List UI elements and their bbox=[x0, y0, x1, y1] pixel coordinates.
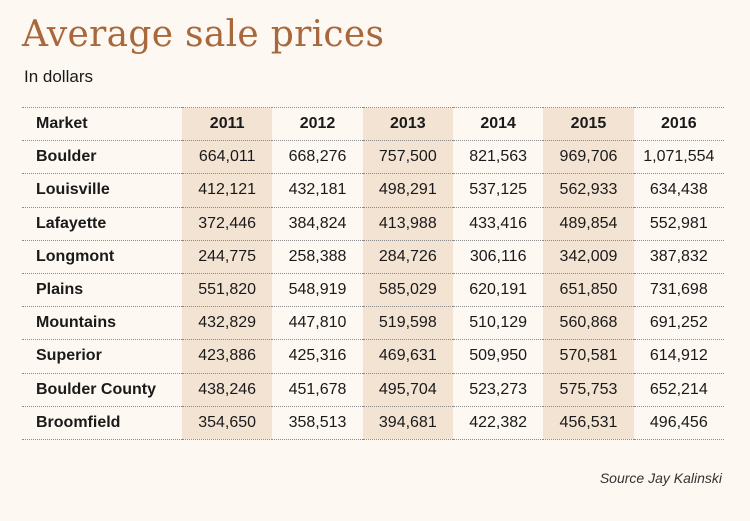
table-row: Plains 551,820 548,919 585,029 620,191 651,85… bbox=[22, 273, 724, 308]
column-header-2016: 2016 bbox=[633, 106, 724, 142]
price-cell: 412,121 bbox=[182, 173, 273, 208]
price-cell: 548,919 bbox=[272, 273, 363, 308]
price-cell: 354,650 bbox=[182, 406, 273, 440]
column-header-2011: 2011 bbox=[182, 106, 273, 142]
price-cell: 634,438 bbox=[633, 173, 724, 208]
market-name-cell: Lafayette bbox=[22, 207, 182, 241]
price-cell: 496,456 bbox=[633, 406, 724, 440]
price-cell: 651,850 bbox=[543, 273, 634, 308]
chart-title: Average sale prices bbox=[22, 14, 385, 55]
price-cell: 433,416 bbox=[452, 207, 544, 241]
market-name-cell: Mountains bbox=[22, 306, 182, 341]
market-name-cell: Boulder County bbox=[22, 373, 182, 407]
price-cell: 560,868 bbox=[543, 306, 634, 341]
table-body: Boulder 664,011 668,276 757,500 821,563 969,7… bbox=[22, 140, 724, 440]
price-cell: 821,563 bbox=[452, 140, 544, 175]
price-cell: 306,116 bbox=[452, 240, 544, 274]
price-cell: 620,191 bbox=[452, 273, 544, 308]
source-note: Source Jay Kalinski bbox=[599, 470, 722, 486]
price-cell: 284,726 bbox=[362, 240, 453, 274]
price-cell: 570,581 bbox=[543, 339, 634, 374]
market-name-cell: Broomfield bbox=[22, 406, 182, 440]
price-cell: 969,706 bbox=[543, 140, 634, 175]
table-row: Lafayette 372,446 384,824 413,988 433,416 489… bbox=[22, 207, 724, 241]
price-cell: 585,029 bbox=[362, 273, 453, 308]
market-name-cell: Superior bbox=[22, 339, 182, 374]
price-cell: 469,631 bbox=[362, 339, 453, 374]
column-header-2014: 2014 bbox=[452, 106, 544, 142]
table-row: Louisville 412,121 432,181 498,291 537,125 56… bbox=[22, 173, 724, 208]
price-cell: 664,011 bbox=[182, 140, 273, 175]
price-cell: 387,832 bbox=[633, 240, 724, 274]
price-cell: 510,129 bbox=[452, 306, 544, 341]
price-cell: 562,933 bbox=[543, 173, 634, 208]
price-cell: 537,125 bbox=[452, 173, 544, 208]
table-row: Superior 423,886 425,316 469,631 509,950 570,… bbox=[22, 339, 724, 374]
price-cell: 425,316 bbox=[272, 339, 363, 374]
price-cell: 413,988 bbox=[362, 207, 453, 241]
price-cell: 731,698 bbox=[633, 273, 724, 308]
table-row: Boulder County 438,246 451,678 495,704 523,2… bbox=[22, 373, 724, 407]
market-name-cell: Louisville bbox=[22, 173, 182, 208]
price-cell: 575,753 bbox=[543, 373, 634, 407]
price-cell: 456,531 bbox=[543, 406, 634, 440]
header-row: Market 2011 2012 2013 2014 2015 2016 bbox=[22, 106, 724, 142]
table-row: Mountains 432,829 447,810 519,598 510,129 560… bbox=[22, 306, 724, 341]
price-cell: 342,009 bbox=[543, 240, 634, 274]
price-cell: 498,291 bbox=[362, 173, 453, 208]
price-cell: 552,981 bbox=[633, 207, 724, 241]
price-cell: 614,912 bbox=[633, 339, 724, 374]
market-name-cell: Longmont bbox=[22, 240, 182, 274]
price-cell: 519,598 bbox=[362, 306, 453, 341]
price-cell: 495,704 bbox=[362, 373, 453, 407]
table-row: Boulder 664,011 668,276 757,500 821,563 969,7… bbox=[22, 140, 724, 175]
price-cell: 423,886 bbox=[182, 339, 273, 374]
market-name-cell: Plains bbox=[22, 273, 182, 308]
price-cell: 432,829 bbox=[182, 306, 273, 341]
price-cell: 447,810 bbox=[272, 306, 363, 341]
table-row: Longmont 244,775 258,388 284,726 306,116 342,… bbox=[22, 240, 724, 274]
price-cell: 422,382 bbox=[452, 406, 544, 440]
column-header-2013: 2013 bbox=[362, 106, 453, 142]
market-name-cell: Boulder bbox=[22, 140, 182, 175]
table-row: Broomfield 354,650 358,513 394,681 422,382 45… bbox=[22, 406, 724, 440]
column-header-market: Market bbox=[22, 106, 182, 142]
price-cell: 691,252 bbox=[633, 306, 724, 341]
price-cell: 394,681 bbox=[362, 406, 453, 440]
price-cell: 438,246 bbox=[182, 373, 273, 407]
price-cell: 489,854 bbox=[543, 207, 634, 241]
price-cell: 652,214 bbox=[633, 373, 724, 407]
price-cell: 551,820 bbox=[182, 273, 273, 308]
price-cell: 258,388 bbox=[272, 240, 363, 274]
column-header-2012: 2012 bbox=[272, 106, 363, 142]
price-cell: 244,775 bbox=[182, 240, 273, 274]
price-cell: 451,678 bbox=[272, 373, 363, 407]
data-table: Market 2011 2012 2013 2014 2015 2016 Boulder 66… bbox=[22, 106, 724, 440]
price-cell: 372,446 bbox=[182, 207, 273, 241]
price-cell: 384,824 bbox=[272, 207, 363, 241]
price-cell: 757,500 bbox=[362, 140, 453, 175]
column-header-2015: 2015 bbox=[543, 106, 634, 142]
price-cell: 432,181 bbox=[272, 173, 363, 208]
price-cell: 509,950 bbox=[452, 339, 544, 374]
price-cell: 523,273 bbox=[452, 373, 544, 407]
chart-subtitle: In dollars bbox=[24, 67, 93, 86]
price-cell: 358,513 bbox=[272, 406, 363, 440]
price-cell: 1,071,554 bbox=[633, 140, 724, 175]
price-cell: 668,276 bbox=[272, 140, 363, 175]
